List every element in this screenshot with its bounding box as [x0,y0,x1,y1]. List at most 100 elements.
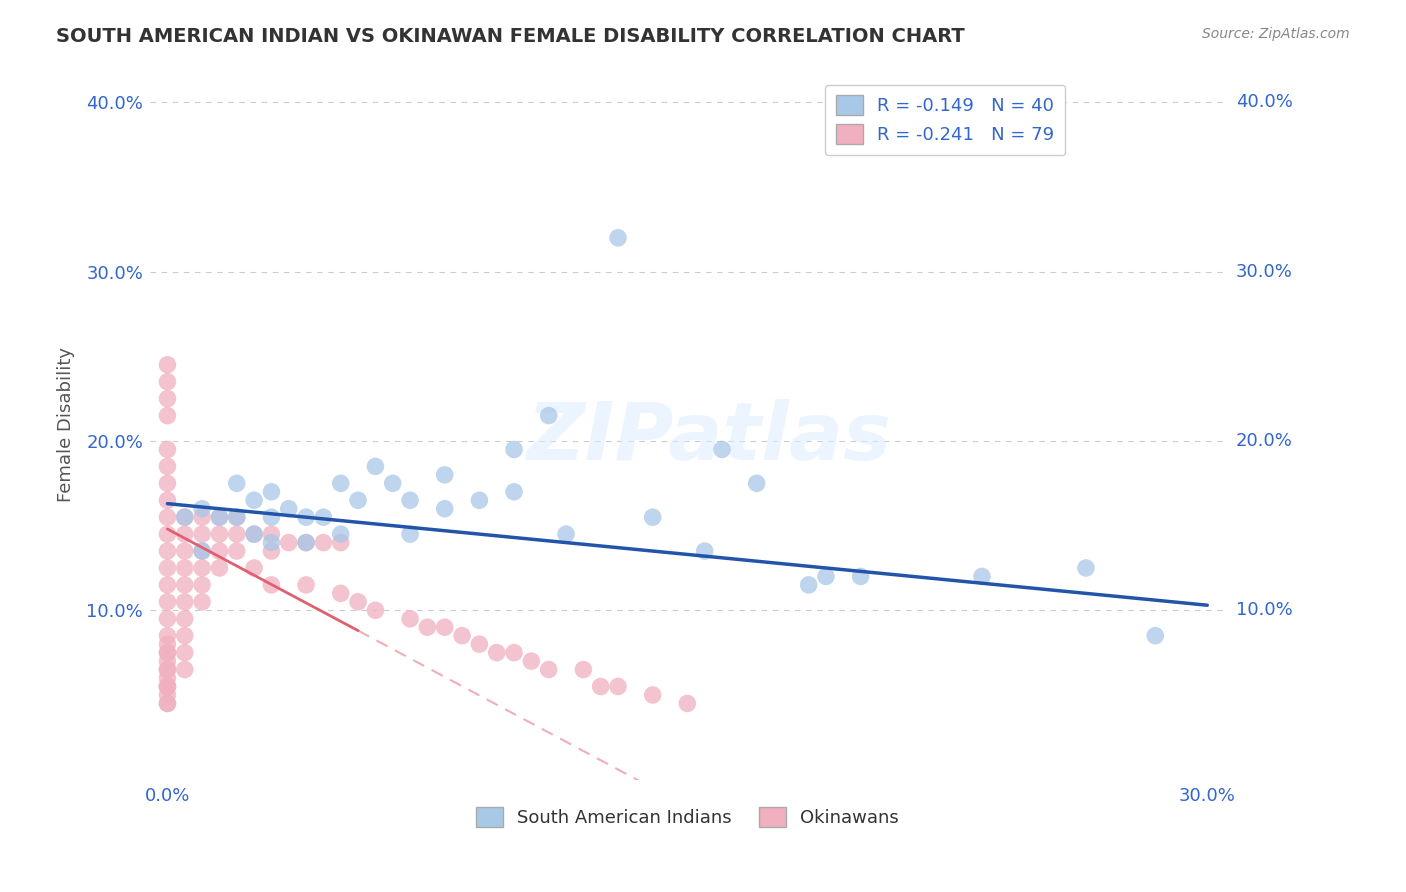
Point [364,603,387,617]
Point [295,510,318,524]
Point [156,680,179,694]
Point [225,510,247,524]
Point [503,646,526,660]
Point [260,527,283,541]
Point [173,663,195,677]
Text: ZIPatlas: ZIPatlas [526,400,891,477]
Text: Source: ZipAtlas.com: Source: ZipAtlas.com [1202,27,1350,41]
Point [555,527,578,541]
Point [156,510,179,524]
Point [312,510,335,524]
Point [260,544,283,558]
Point [225,510,247,524]
Point [191,595,214,609]
Point [849,569,872,583]
Point [173,612,195,626]
Point [451,629,474,643]
Point [156,646,179,660]
Point [295,535,318,549]
Point [156,646,179,660]
Point [277,535,299,549]
Point [156,595,179,609]
Point [156,671,179,685]
Point [225,544,247,558]
Point [503,442,526,457]
Point [970,569,993,583]
Point [243,493,266,508]
Point [156,493,179,508]
Point [243,527,266,541]
Point [537,663,560,677]
Point [173,527,195,541]
Point [156,663,179,677]
Point [208,510,231,524]
Point [381,476,404,491]
Text: SOUTH AMERICAN INDIAN VS OKINAWAN FEMALE DISABILITY CORRELATION CHART: SOUTH AMERICAN INDIAN VS OKINAWAN FEMALE… [56,27,965,45]
Point [520,654,543,668]
Point [156,375,179,389]
Point [156,544,179,558]
Point [260,484,283,499]
Point [693,544,716,558]
Point [208,561,231,575]
Point [347,595,370,609]
Point [191,578,214,592]
Point [225,527,247,541]
Point [399,527,422,541]
Point [156,629,179,643]
Point [607,231,630,245]
Point [589,680,612,694]
Point [208,544,231,558]
Point [191,544,214,558]
Point [1144,629,1167,643]
Point [208,527,231,541]
Point [156,663,179,677]
Point [191,501,214,516]
Point [156,612,179,626]
Point [191,544,214,558]
Point [173,510,195,524]
Point [173,646,195,660]
Point [156,358,179,372]
Point [399,612,422,626]
Y-axis label: Female Disability: Female Disability [58,347,75,501]
Point [295,535,318,549]
Point [156,680,179,694]
Point [156,688,179,702]
Point [329,586,352,600]
Point [156,561,179,575]
Point [260,535,283,549]
Point [156,392,179,406]
Point [225,476,247,491]
Point [503,484,526,499]
Point [260,510,283,524]
Point [364,459,387,474]
Point [173,510,195,524]
Text: 30.0%: 30.0% [1236,262,1292,281]
Point [156,697,179,711]
Point [156,697,179,711]
Point [156,654,179,668]
Point [433,467,456,482]
Point [416,620,439,634]
Point [797,578,820,592]
Text: 40.0%: 40.0% [1236,94,1292,112]
Point [173,578,195,592]
Point [711,442,734,457]
Point [814,569,837,583]
Point [468,637,491,651]
Point [641,688,664,702]
Point [208,510,231,524]
Point [485,646,508,660]
Point [607,680,630,694]
Point [277,501,299,516]
Point [243,561,266,575]
Point [260,578,283,592]
Point [156,578,179,592]
Point [641,510,664,524]
Point [173,629,195,643]
Point [173,544,195,558]
Point [1074,561,1097,575]
Point [329,535,352,549]
Point [156,442,179,457]
